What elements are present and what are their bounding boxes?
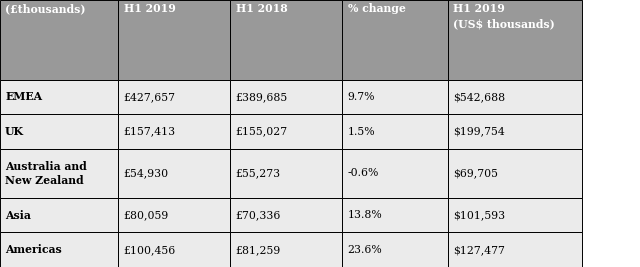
Text: -0.6%: -0.6% xyxy=(348,168,379,178)
Bar xyxy=(230,114,342,149)
Text: £54,930: £54,930 xyxy=(124,168,169,178)
Text: Australia and
New Zealand: Australia and New Zealand xyxy=(5,161,87,186)
Bar xyxy=(448,233,582,267)
Bar xyxy=(230,233,342,267)
Text: Asia: Asia xyxy=(5,210,31,221)
Bar xyxy=(0,80,118,114)
Bar xyxy=(230,0,342,80)
Bar xyxy=(230,198,342,233)
Bar xyxy=(118,80,230,114)
Bar xyxy=(0,114,118,149)
Text: $101,593: $101,593 xyxy=(453,210,505,220)
Text: £389,685: £389,685 xyxy=(236,92,288,102)
Text: 23.6%: 23.6% xyxy=(348,245,382,255)
Text: £427,657: £427,657 xyxy=(124,92,175,102)
Bar xyxy=(448,80,582,114)
Bar xyxy=(0,233,118,267)
Text: $127,477: $127,477 xyxy=(453,245,505,255)
Text: H1 2018: H1 2018 xyxy=(236,3,287,14)
Bar xyxy=(118,149,230,198)
Bar xyxy=(230,80,342,114)
Text: £70,336: £70,336 xyxy=(236,210,281,220)
Text: $69,705: $69,705 xyxy=(453,168,498,178)
Text: $199,754: $199,754 xyxy=(453,127,505,136)
Bar xyxy=(118,198,230,233)
Bar xyxy=(230,149,342,198)
Text: Americas: Americas xyxy=(5,244,62,255)
Text: % change: % change xyxy=(348,3,405,14)
Bar xyxy=(342,114,448,149)
Bar xyxy=(448,198,582,233)
Bar xyxy=(342,198,448,233)
Text: $542,688: $542,688 xyxy=(453,92,505,102)
Text: (£thousands): (£thousands) xyxy=(5,3,86,14)
Bar xyxy=(448,114,582,149)
Bar xyxy=(0,0,118,80)
Text: 9.7%: 9.7% xyxy=(348,92,375,102)
Text: £100,456: £100,456 xyxy=(124,245,176,255)
Text: 1.5%: 1.5% xyxy=(348,127,375,136)
Text: £157,413: £157,413 xyxy=(124,127,175,136)
Text: H1 2019: H1 2019 xyxy=(124,3,175,14)
Text: UK: UK xyxy=(5,126,24,137)
Bar xyxy=(118,233,230,267)
Text: £81,259: £81,259 xyxy=(236,245,281,255)
Text: £55,273: £55,273 xyxy=(236,168,281,178)
Bar xyxy=(342,0,448,80)
Bar xyxy=(118,114,230,149)
Bar xyxy=(342,233,448,267)
Bar xyxy=(118,0,230,80)
Bar xyxy=(448,149,582,198)
Bar xyxy=(0,149,118,198)
Bar xyxy=(342,80,448,114)
Text: EMEA: EMEA xyxy=(5,92,42,103)
Text: £155,027: £155,027 xyxy=(236,127,287,136)
Text: £80,059: £80,059 xyxy=(124,210,169,220)
Text: H1 2019
(US$ thousands): H1 2019 (US$ thousands) xyxy=(453,3,555,29)
Text: 13.8%: 13.8% xyxy=(348,210,382,220)
Bar xyxy=(0,198,118,233)
Bar xyxy=(448,0,582,80)
Bar xyxy=(342,149,448,198)
